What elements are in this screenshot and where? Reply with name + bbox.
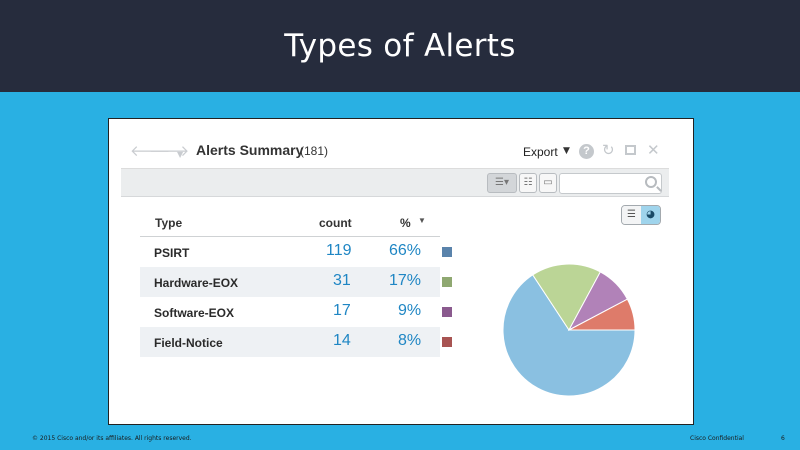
row-type: PSIRT bbox=[154, 246, 190, 260]
table-view-icon[interactable]: ☰ bbox=[622, 206, 641, 224]
panel-title: Alerts Summary bbox=[196, 142, 304, 158]
export-button[interactable]: Export bbox=[523, 145, 558, 159]
panel-titlebar: 🡐 🡒 ▼ Alerts Summary (181) Export ▼ ? ↻ … bbox=[109, 119, 693, 169]
row-type: Field-Notice bbox=[154, 336, 223, 350]
row-count: 119 bbox=[326, 242, 352, 259]
row-type: Software-EOX bbox=[154, 306, 235, 320]
history-dropdown-icon[interactable]: ▼ bbox=[177, 150, 184, 159]
help-icon[interactable]: ? bbox=[579, 144, 594, 159]
slide-title: Types of Alerts bbox=[284, 28, 516, 64]
legend-swatch bbox=[442, 307, 452, 317]
confidential-label: Cisco Confidential bbox=[690, 435, 744, 442]
column-header-type[interactable]: Type bbox=[155, 216, 183, 230]
forward-arrow-icon[interactable]: 🡒 bbox=[149, 142, 190, 160]
alerts-summary-panel: 🡐 🡒 ▼ Alerts Summary (181) Export ▼ ? ↻ … bbox=[108, 118, 694, 425]
pie-view-icon[interactable]: ◕ bbox=[641, 206, 660, 224]
alerts-pie-chart bbox=[502, 263, 636, 397]
detail-view-icon[interactable]: ▭ bbox=[539, 173, 557, 193]
grid-view-icon[interactable]: ☷ bbox=[519, 173, 537, 193]
export-caret-icon[interactable]: ▼ bbox=[563, 146, 570, 156]
column-settings-button[interactable]: ☰▾ bbox=[487, 173, 517, 193]
legend-swatch bbox=[442, 277, 452, 287]
table-row[interactable]: Software-EOX 17 9% bbox=[140, 297, 452, 327]
refresh-icon[interactable]: ↻ bbox=[602, 141, 615, 159]
search-input[interactable] bbox=[559, 173, 662, 194]
row-type: Hardware-EOX bbox=[154, 276, 239, 290]
close-icon[interactable]: ✕ bbox=[647, 141, 660, 159]
alert-total-count: (181) bbox=[300, 144, 329, 158]
search-icon[interactable] bbox=[645, 176, 657, 188]
back-arrow-icon[interactable]: 🡐 bbox=[130, 142, 171, 160]
row-percent: 9% bbox=[398, 302, 422, 319]
column-header-percent[interactable]: % bbox=[400, 216, 411, 230]
titlebar-divider bbox=[121, 168, 669, 169]
maximize-icon[interactable] bbox=[625, 145, 636, 155]
pie-slice-field-notice[interactable] bbox=[568, 298, 636, 331]
alerts-table: Type count % ▼ PSIRT 119 66% Hardware-EO… bbox=[140, 206, 452, 357]
pie-slice-psirt[interactable] bbox=[502, 274, 636, 397]
row-percent: 17% bbox=[389, 272, 422, 289]
column-header-count[interactable]: count bbox=[319, 216, 352, 230]
row-percent: 66% bbox=[389, 242, 422, 259]
sort-caret-icon[interactable]: ▼ bbox=[418, 216, 426, 225]
row-count: 17 bbox=[333, 302, 351, 319]
grid-toolbar: ☰▾ ☷ ▭ bbox=[121, 169, 669, 197]
legend-swatch bbox=[442, 247, 452, 257]
table-row[interactable]: PSIRT 119 66% bbox=[140, 237, 452, 267]
view-toggle: ☰ ◕ bbox=[621, 205, 661, 225]
row-count: 14 bbox=[333, 332, 351, 349]
legend-swatch bbox=[442, 337, 452, 347]
table-row[interactable]: Field-Notice 14 8% bbox=[140, 327, 452, 357]
table-header: Type count % ▼ bbox=[140, 206, 440, 237]
copyright-text: © 2015 Cisco and/or its affiliates. All … bbox=[32, 435, 192, 442]
row-percent: 8% bbox=[398, 332, 422, 349]
pie-slice-hardware-eox[interactable] bbox=[532, 263, 602, 331]
slide-header: Types of Alerts bbox=[0, 0, 800, 92]
table-row[interactable]: Hardware-EOX 31 17% bbox=[140, 267, 452, 297]
page-number: 6 bbox=[781, 435, 785, 442]
row-count: 31 bbox=[333, 272, 351, 289]
